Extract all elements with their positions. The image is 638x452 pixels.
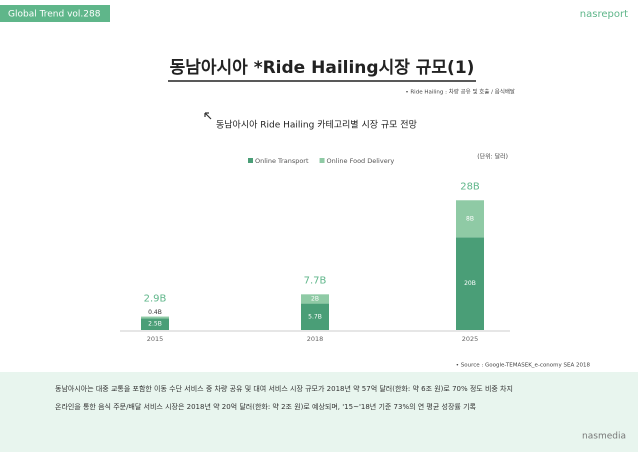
bullet: 동남아시아는 대중 교통을 포함한 이동 수단 서비스 중 차량 공유 및 대여… <box>55 384 513 393</box>
bar-segment <box>141 316 169 319</box>
value-label: 2B <box>311 295 319 302</box>
footer-logo: nasmedia <box>582 432 626 442</box>
unit: (단위: 달러) <box>477 153 508 161</box>
total-label: 2.9B <box>144 294 167 305</box>
arrow-icon <box>204 112 212 120</box>
note: • Ride Hailing : 차량 공유 및 호출 / 음식배달 <box>405 88 515 96</box>
value-label: 20B <box>464 280 476 287</box>
x-tick-label: 2018 <box>307 335 324 343</box>
bullet: 온라인을 통한 음식 주문/배달 서비스 시장은 2018년 약 20억 달러(… <box>55 402 477 411</box>
brand: nasreport <box>580 9 628 20</box>
total-label: 28B <box>460 181 480 192</box>
bar-segment <box>456 200 484 238</box>
x-tick-label: 2015 <box>147 335 164 343</box>
value-label: 0.4B <box>148 309 162 316</box>
legend-swatch <box>248 158 253 163</box>
legend-label: Online Food Delivery <box>327 157 395 165</box>
total-label: 7.7B <box>304 275 327 286</box>
value-label: 8B <box>466 215 474 222</box>
legend-label: Online Transport <box>255 157 309 165</box>
bar-segment <box>456 237 484 330</box>
bottom-band <box>0 372 638 452</box>
bar-segment <box>141 318 169 330</box>
source: • Source : Google-TEMASEK_e-conomy SEA 2… <box>456 363 591 369</box>
value-label: 2.5B <box>148 321 162 328</box>
tag: Global Trend vol.288 <box>8 10 101 20</box>
bar-segment <box>301 294 329 304</box>
title: 동남아시아 *Ride Hailing시장 규모(1) <box>170 58 475 78</box>
x-tick-label: 2025 <box>462 335 479 343</box>
bar-segment <box>301 303 329 330</box>
value-label: 5.7B <box>308 313 322 320</box>
chart-title: 동남아시아 Ride Hailing 카테고리별 시장 규모 전망 <box>216 120 417 131</box>
tag-bg <box>0 5 110 22</box>
legend-swatch <box>319 158 325 163</box>
